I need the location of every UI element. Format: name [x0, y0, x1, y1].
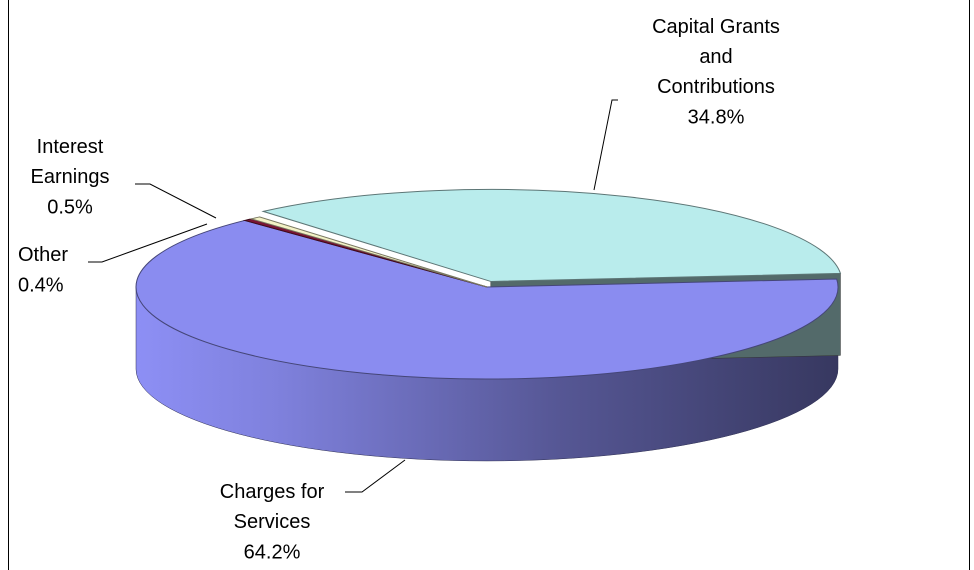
pie-slice: [261, 188, 842, 282]
leader-line: [593, 99, 618, 191]
slice-value-label: 0.4%: [18, 274, 64, 296]
leader-line: [135, 183, 217, 219]
slice-label: Capital Grants and Contributions: [652, 16, 780, 98]
leader-line: [345, 459, 406, 493]
slice-value-label: 0.5%: [47, 196, 93, 218]
slice-value-label: 64.2%: [244, 541, 301, 563]
slice-label: Interest Earnings: [31, 136, 110, 188]
frame: [8, 0, 970, 570]
slice-label: Other: [18, 244, 68, 266]
slice-value-label: 34.8%: [688, 106, 745, 128]
pie-slice: [135, 219, 839, 380]
pie-slice: [249, 216, 488, 288]
slice-label: Charges for Services: [220, 481, 325, 533]
leader-line: [88, 223, 208, 263]
